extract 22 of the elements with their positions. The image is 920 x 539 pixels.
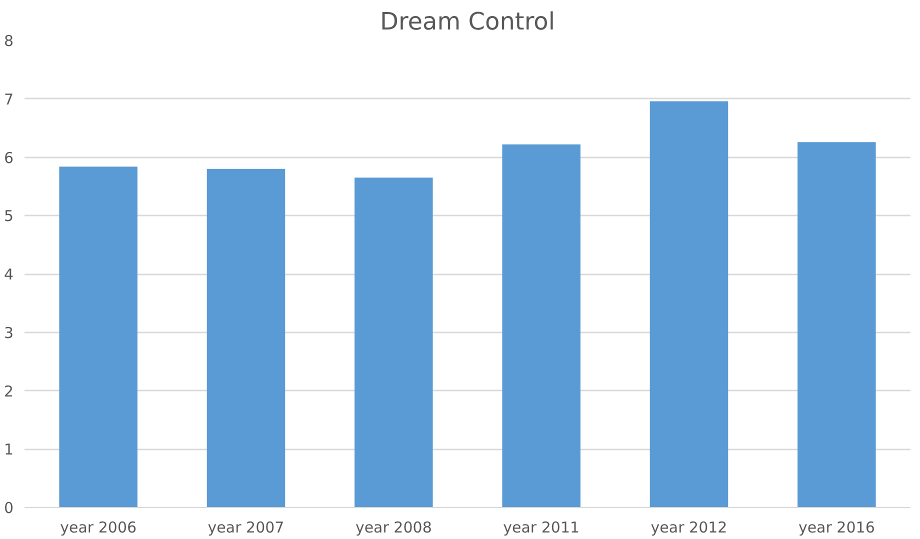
x-tick-label: year 2016 (798, 518, 875, 536)
x-tick-label: year 2007 (208, 518, 284, 536)
y-tick-label: 5 (4, 207, 14, 226)
bar (650, 101, 728, 508)
x-tick-label: year 2011 (503, 518, 580, 536)
y-tick-label: 0 (4, 499, 14, 517)
chart-title: Dream Control (380, 8, 556, 36)
bar (354, 178, 433, 508)
bar (206, 168, 286, 508)
x-tick-label: year 2012 (650, 518, 728, 536)
x-tick-label: year 2008 (355, 518, 432, 536)
y-tick-label: 3 (4, 324, 14, 342)
bar (59, 166, 138, 508)
y-tick-label: 8 (4, 32, 14, 50)
y-tick-label: 2 (4, 382, 14, 400)
x-tick-label: year 2006 (60, 518, 137, 536)
bar (502, 144, 580, 508)
y-tick-label: 4 (4, 266, 14, 284)
bar (798, 142, 876, 508)
y-tick-label: 1 (4, 440, 14, 459)
y-tick-label: 6 (4, 148, 14, 167)
y-tick-label: 7 (4, 90, 14, 108)
